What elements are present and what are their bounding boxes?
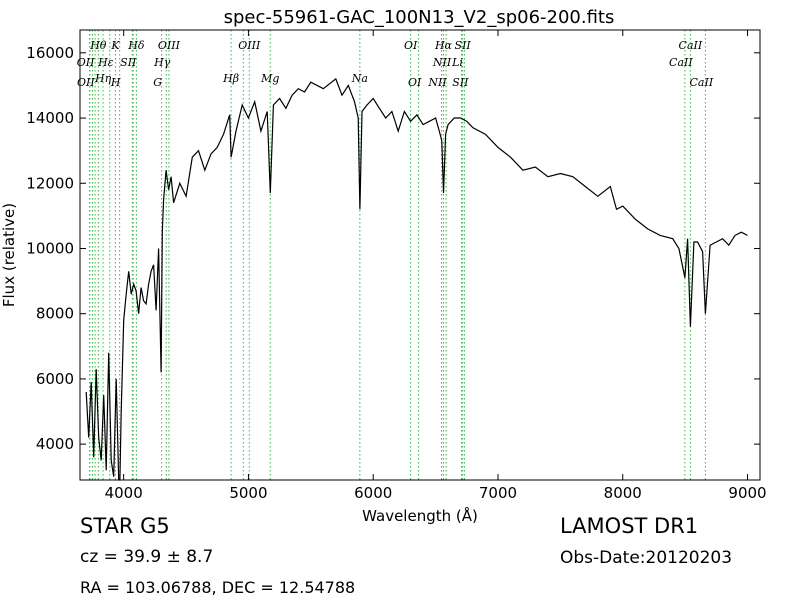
line-label: OI	[408, 76, 422, 89]
line-label: OIII	[238, 39, 261, 52]
object-class-label: STAR G5	[80, 514, 170, 538]
line-label: K	[110, 39, 120, 52]
line-label: OIII	[158, 39, 181, 52]
line-label: SII	[120, 56, 137, 69]
y-tick-label: 10000	[26, 239, 74, 257]
line-label: Mg	[260, 72, 279, 85]
line-label: NII	[427, 76, 447, 89]
line-label: Hδ	[127, 39, 145, 52]
axis-ticks: 4000 5000 6000 7000 8000 9000 4000 6000 8000 1000…	[26, 30, 767, 502]
coordinates-label: RA = 103.06788, DEC = 12.54788	[80, 578, 356, 597]
y-tick-label: 4000	[36, 435, 74, 453]
line-label: Na	[351, 72, 368, 85]
emission-line-markers	[89, 30, 706, 480]
line-label: Hβ	[222, 72, 239, 85]
line-label: OI	[404, 39, 418, 52]
redshift-label: cz = 39.9 ± 8.7	[80, 547, 214, 567]
y-tick-label: 12000	[26, 174, 74, 192]
y-tick-label: 6000	[36, 370, 74, 388]
line-label: Hα	[434, 39, 453, 52]
x-tick-label: 7000	[479, 484, 517, 502]
line-label: H	[110, 76, 121, 89]
survey-label: LAMOST DR1	[560, 514, 699, 538]
observation-date-label: Obs-Date:20120203	[560, 548, 733, 568]
y-axis-label: Flux (relative)	[0, 203, 18, 307]
x-tick-label: 5000	[229, 484, 267, 502]
line-label: CaII	[690, 76, 714, 89]
line-label: OII	[77, 76, 95, 89]
y-tick-label: 8000	[36, 305, 74, 323]
line-label: Hη	[94, 72, 112, 85]
y-tick-label: 14000	[26, 109, 74, 127]
line-label: Hγ	[153, 56, 171, 69]
plot-frame	[79, 29, 761, 481]
x-tick-label: 6000	[354, 484, 392, 502]
line-label: SII	[452, 76, 469, 89]
chart-title: spec-55961-GAC_100N13_V2_sp06-200.fits	[224, 7, 615, 28]
line-label: G	[153, 76, 162, 89]
x-tick-label: 8000	[604, 484, 642, 502]
x-tick-label: 4000	[105, 484, 143, 502]
line-label: Hθ	[89, 39, 107, 52]
line-label: Hε	[97, 56, 114, 69]
x-tick-label: 9000	[728, 484, 766, 502]
line-label: OII	[77, 56, 95, 69]
y-tick-label: 16000	[26, 44, 74, 62]
spectrum-line	[85, 77, 748, 481]
line-label: NII	[432, 56, 452, 69]
line-label: Li	[451, 56, 463, 69]
line-label: SII	[455, 39, 472, 52]
line-label: CaII	[669, 56, 693, 69]
line-label: CaII	[679, 39, 703, 52]
x-axis-label: Wavelength (Å)	[362, 506, 478, 525]
